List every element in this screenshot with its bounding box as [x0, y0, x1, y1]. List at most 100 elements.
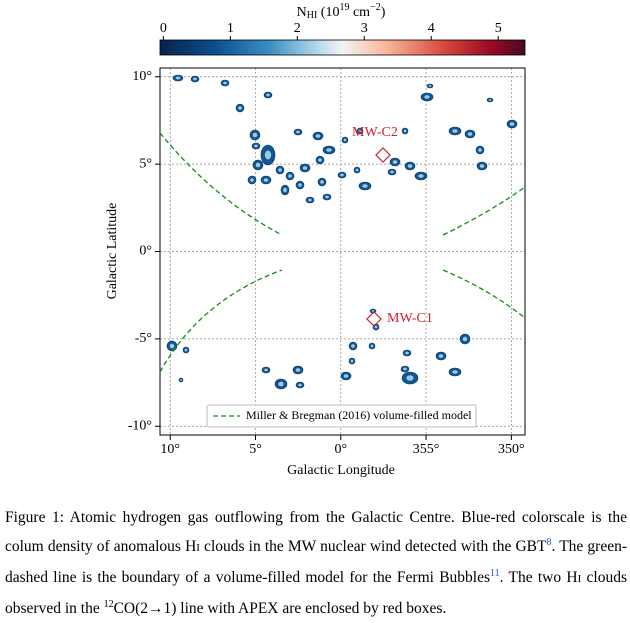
colorbar-tick-label: 3: [361, 21, 368, 36]
annotation: MW-C2: [352, 125, 398, 140]
colorbar-label: NHI (1019 cm−2): [297, 2, 386, 21]
hi-cloud-core: [180, 379, 182, 381]
y-tick-label: 5°: [139, 156, 152, 171]
hi-cloud-core: [390, 170, 394, 174]
x-axis-label: Galactic Longitude: [287, 463, 395, 478]
hi-cloud-core: [340, 173, 344, 177]
hi-cloud-core: [296, 130, 300, 134]
caption-text: 12: [103, 598, 114, 610]
hi-cloud-core: [315, 134, 321, 138]
hi-cloud-core: [278, 381, 284, 387]
hi-cloud-core: [318, 158, 322, 162]
hi-cloud-core: [298, 183, 302, 187]
hi-cloud-core: [467, 132, 473, 136]
plot-frame: [159, 67, 526, 436]
dashed-line: [442, 269, 526, 319]
hi-cloud-core: [407, 164, 413, 168]
hi-cloud-core: [452, 129, 458, 133]
y-axis-label: Galactic Latitude: [105, 203, 120, 300]
hi-cloud-core: [406, 375, 414, 381]
y-tick-label: -10°: [128, 418, 152, 433]
caption-text: . The green-dashed line is the boundary …: [5, 538, 628, 586]
label-part: HI: [307, 10, 318, 21]
y-tick-label: -5°: [135, 331, 152, 346]
plot: [160, 68, 525, 435]
hi-cloud-core: [250, 178, 254, 182]
hi-cloud-core: [374, 325, 378, 329]
caption-text: I: [577, 573, 582, 585]
figure: NHI (1019 cm−2) MW-C2 MW-C1 Miller & Bre…: [105, 2, 526, 478]
caption-text: clouds in the MW nuclear wind detected w…: [199, 538, 547, 555]
label-part: (10: [317, 5, 339, 20]
hi-cloud-core: [223, 81, 227, 85]
hi-cloud-core: [405, 351, 409, 355]
colorbar-tick-label: 1: [227, 21, 234, 36]
hi-cloud-core: [479, 164, 485, 168]
hi-cloud-core: [325, 195, 329, 199]
hi-cloud-core: [509, 122, 515, 126]
colorbar-tick-label: 4: [428, 21, 435, 36]
hi-cloud-core: [254, 144, 258, 148]
hi-cloud-core: [263, 178, 269, 182]
hi-cloud-core: [326, 148, 332, 152]
hi-cloud-core: [488, 99, 492, 101]
label-part: ): [381, 5, 386, 20]
dashed-line: [159, 269, 283, 373]
hi-cloud-core: [418, 174, 424, 178]
red-box: [375, 147, 391, 163]
hi-cloud-core: [255, 162, 261, 168]
hi-cloud-core: [266, 93, 270, 97]
hi-cloud-core: [343, 138, 347, 142]
colorbar-tick-label: 0: [160, 21, 167, 36]
hi-cloud-core: [351, 344, 355, 348]
hi-cloud-core: [252, 132, 258, 138]
hi-cloud-core: [478, 148, 482, 152]
caption-text: I: [196, 542, 200, 554]
hi-cloud-core: [428, 85, 432, 87]
label-part: −2: [370, 2, 381, 13]
hi-cloud-core: [298, 383, 302, 387]
annotation: MW-C1: [387, 311, 433, 326]
dashed-line: [442, 186, 526, 236]
hi-cloud-core: [238, 106, 242, 110]
caption: Figure 1: Atomic hydrogen gas outflowing…: [5, 503, 627, 623]
legend: [206, 404, 477, 428]
label-part: 19: [339, 2, 349, 13]
hi-cloud-core: [278, 168, 282, 172]
hi-cloud-core: [403, 367, 407, 371]
model-boundary: [159, 132, 526, 373]
hi-cloud-core: [288, 174, 292, 178]
citation: 8: [546, 536, 552, 548]
hi-cloud-core: [355, 168, 359, 172]
hi-cloud-core: [184, 348, 188, 352]
hi-cloud-core: [370, 344, 374, 348]
x-tick-label: 10°: [160, 442, 180, 457]
label-part: cm: [349, 5, 370, 20]
x-tick-label: 5°: [249, 442, 262, 457]
hi-cloud-core: [283, 187, 287, 193]
hi-cloud-core: [264, 150, 272, 160]
hi-cloud-core: [308, 198, 312, 202]
hi-cloud-core: [193, 77, 197, 81]
hi-cloud-core: [403, 129, 407, 133]
red-box: [366, 311, 382, 327]
hi-cloud-core: [175, 76, 181, 80]
hi-cloud-core: [343, 374, 349, 378]
x-tick-label: 350°: [498, 442, 525, 457]
y-tick-label: 10°: [132, 69, 152, 84]
caption-text: . The two H: [499, 569, 578, 586]
caption-text: Figure 1: Atomic hydrogen gas outflowing…: [5, 509, 627, 555]
colorbar: [159, 39, 526, 56]
dashed-line: [159, 132, 283, 236]
x-tick-label: 355°: [413, 442, 440, 457]
hi-cloud-core: [295, 368, 301, 372]
hi-cloud-core: [452, 370, 458, 374]
hi-cloud-core: [264, 368, 268, 372]
caption-text: CO(2→1) line with APEX are enclosed by r…: [113, 600, 447, 617]
hi-cloud-core: [424, 95, 430, 99]
hi-cloud-core: [438, 354, 444, 358]
hi-cloud-core: [362, 184, 368, 188]
citation: 11: [490, 567, 500, 579]
hi-cloud-core: [392, 160, 398, 164]
